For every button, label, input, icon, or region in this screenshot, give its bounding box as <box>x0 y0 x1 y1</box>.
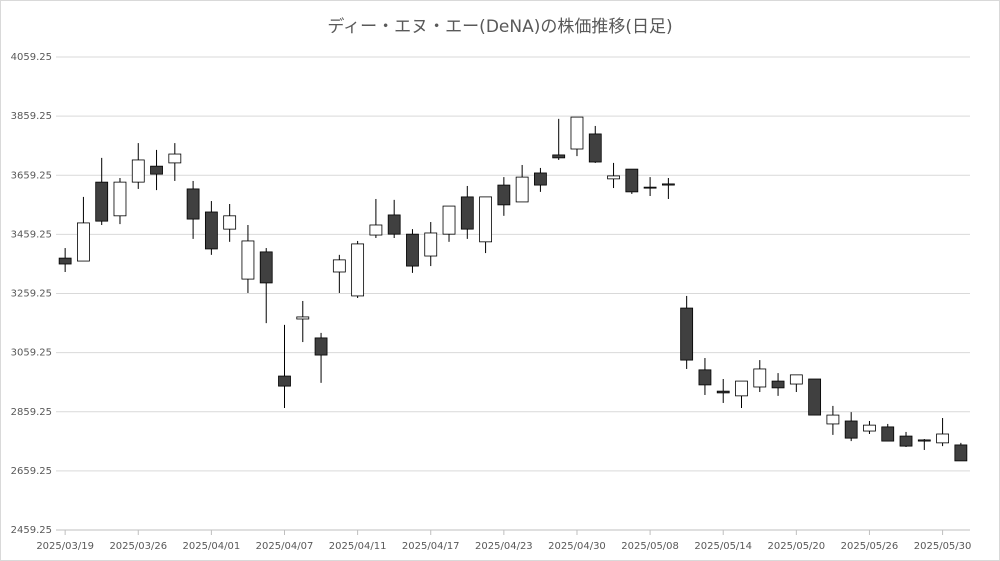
candle-body <box>113 181 127 217</box>
candle-body <box>241 240 255 280</box>
y-tick-label: 2859.25 <box>11 407 52 418</box>
candle-body <box>351 243 365 297</box>
x-tick-label: 2025/03/26 <box>109 541 167 552</box>
candle-body <box>95 181 109 222</box>
x-tick-label: 2025/05/30 <box>914 541 972 552</box>
candle-body <box>332 259 346 273</box>
y-tick-label: 3459.25 <box>11 229 52 240</box>
candle-body <box>186 188 200 220</box>
candle-body <box>643 186 657 189</box>
x-tick-label: 2025/04/01 <box>183 541 241 552</box>
candle-body <box>77 222 90 262</box>
x-tick-label: 2025/04/30 <box>548 541 606 552</box>
candle-body <box>497 184 511 206</box>
candle-body <box>936 433 949 444</box>
candle-body <box>588 133 602 163</box>
candle-body <box>204 211 218 250</box>
candle-body <box>771 380 785 389</box>
candle-body <box>534 172 547 186</box>
candle-body <box>625 168 639 193</box>
y-tick-label: 3659.25 <box>11 170 52 181</box>
candle-body <box>954 444 968 462</box>
x-tick-label: 2025/05/14 <box>694 541 752 552</box>
candle-body <box>424 232 438 257</box>
candle-body <box>406 233 419 267</box>
candle-body <box>168 153 182 164</box>
y-tick-label: 2459.25 <box>11 525 52 536</box>
candle-body <box>680 307 694 361</box>
candle-body <box>789 374 803 385</box>
candle-body <box>369 224 383 236</box>
y-tick-label: 3059.25 <box>11 348 52 359</box>
candle-body <box>278 375 291 387</box>
x-tick-label: 2025/04/11 <box>329 541 387 552</box>
x-tick-label: 2025/05/20 <box>768 541 826 552</box>
candle-body <box>460 196 474 230</box>
candle-body <box>259 251 273 284</box>
candle-body <box>607 175 620 180</box>
candle-body <box>753 368 767 388</box>
x-tick-label: 2025/04/23 <box>475 541 533 552</box>
candle-body <box>881 426 895 442</box>
y-tick-label: 3259.25 <box>11 289 52 300</box>
chart-title: ディー・エヌ・エー(DeNA)の株価推移(日足) <box>327 16 672 37</box>
y-tick-label: 2659.25 <box>11 466 52 477</box>
candle-body <box>150 165 163 175</box>
candle-body <box>570 116 584 150</box>
candle-body <box>296 316 310 320</box>
y-tick-label: 4059.25 <box>11 52 52 63</box>
candle-body <box>387 214 401 235</box>
candle-body <box>442 205 456 235</box>
candle-body <box>479 196 492 243</box>
candle-body <box>844 420 858 439</box>
candle-body <box>826 414 840 425</box>
candle-body <box>223 215 237 230</box>
candle-body <box>698 369 712 386</box>
candle-body <box>716 390 730 394</box>
candle-body <box>58 257 72 265</box>
x-tick-label: 2025/05/26 <box>841 541 899 552</box>
candle-body <box>808 378 822 416</box>
candle-body <box>515 176 529 203</box>
x-tick-label: 2025/04/17 <box>402 541 460 552</box>
candle-body <box>863 424 876 432</box>
candle-body <box>552 154 566 159</box>
candle-body <box>314 337 328 356</box>
candle-body <box>735 380 748 397</box>
candle-body <box>661 183 675 186</box>
x-tick-label: 2025/04/07 <box>256 541 314 552</box>
x-tick-label: 2025/03/19 <box>36 541 94 552</box>
candle-body <box>131 159 145 183</box>
candle-body <box>899 435 913 447</box>
y-tick-label: 3859.25 <box>11 111 52 122</box>
candle-body <box>917 439 931 442</box>
x-tick-label: 2025/05/08 <box>621 541 679 552</box>
